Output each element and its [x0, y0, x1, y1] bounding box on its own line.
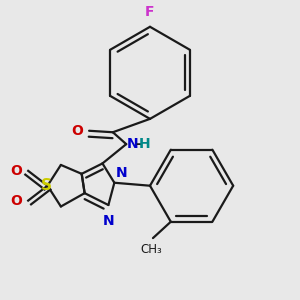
- Text: S: S: [40, 178, 52, 193]
- Text: CH₃: CH₃: [141, 243, 162, 256]
- Text: H: H: [139, 137, 150, 151]
- Text: N: N: [127, 137, 139, 151]
- Text: O: O: [10, 194, 22, 208]
- Text: -: -: [135, 137, 141, 151]
- Text: O: O: [10, 164, 22, 178]
- Text: N: N: [103, 214, 114, 228]
- Text: O: O: [71, 124, 83, 138]
- Text: F: F: [145, 5, 155, 20]
- Text: N: N: [116, 166, 127, 180]
